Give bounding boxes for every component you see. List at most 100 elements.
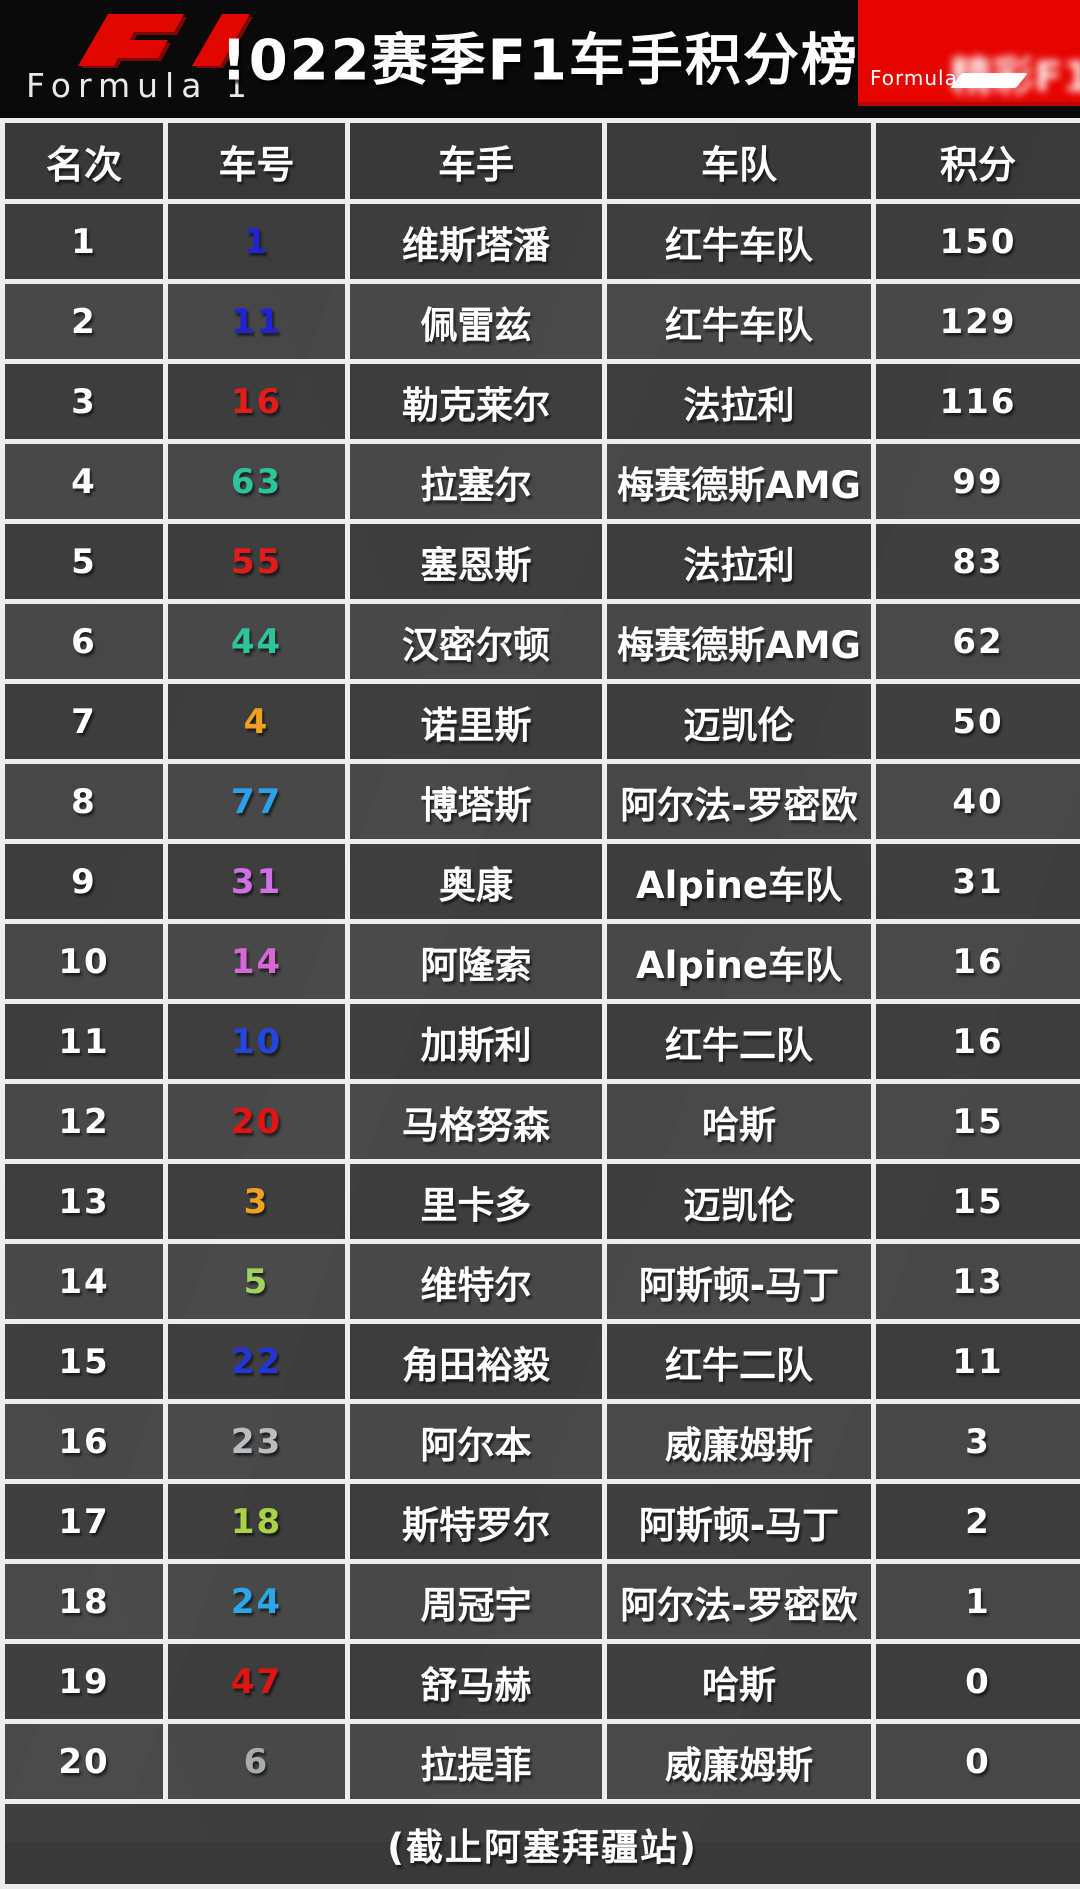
team-cell: 迈凯伦 [605, 1162, 874, 1242]
points-cell: 2 [874, 1482, 1080, 1562]
team-cell: 梅赛德斯AMG [605, 442, 874, 522]
sponsor-blurred-text: 精彩F1 [950, 43, 1080, 104]
driver-cell: 维特尔 [348, 1242, 605, 1322]
driver-cell: 角田裕毅 [348, 1322, 605, 1402]
rank-cell: 19 [3, 1642, 166, 1722]
team-cell: 梅赛德斯AMG [605, 602, 874, 682]
footnote-row: (截止阿塞拜疆站) [3, 1802, 1080, 1887]
points-cell: 62 [874, 602, 1080, 682]
standings-poster: Formula 1 !022赛季F1车手积分榜 Formula 精彩F1 名次 … [0, 0, 1080, 1842]
rank-cell: 13 [3, 1162, 166, 1242]
car-number-cell: 44 [166, 602, 348, 682]
car-number-cell: 22 [166, 1322, 348, 1402]
rank-cell: 18 [3, 1562, 166, 1642]
driver-cell: 维斯塔潘 [348, 202, 605, 282]
rank-cell: 7 [3, 682, 166, 762]
team-cell: 红牛车队 [605, 282, 874, 362]
driver-cell: 汉密尔顿 [348, 602, 605, 682]
team-cell: 法拉利 [605, 522, 874, 602]
team-cell: 阿尔法-罗密欧 [605, 762, 874, 842]
points-cell: 0 [874, 1642, 1080, 1722]
rank-cell: 4 [3, 442, 166, 522]
car-number-cell: 10 [166, 1002, 348, 1082]
rank-cell: 6 [3, 602, 166, 682]
table-header-row: 名次 车号 车手 车队 积分 [3, 121, 1080, 202]
team-cell: 红牛二队 [605, 1002, 874, 1082]
car-number-cell: 24 [166, 1562, 348, 1642]
sponsor-wordmark: Formula [870, 66, 958, 90]
driver-cell: 佩雷兹 [348, 282, 605, 362]
car-number-cell: 20 [166, 1082, 348, 1162]
points-cell: 31 [874, 842, 1080, 922]
points-cell: 3 [874, 1402, 1080, 1482]
points-cell: 11 [874, 1322, 1080, 1402]
rank-cell: 11 [3, 1002, 166, 1082]
points-cell: 83 [874, 522, 1080, 602]
car-number-cell: 18 [166, 1482, 348, 1562]
driver-cell: 舒马赫 [348, 1642, 605, 1722]
driver-cell: 拉提菲 [348, 1722, 605, 1802]
points-cell: 116 [874, 362, 1080, 442]
driver-cell: 博塔斯 [348, 762, 605, 842]
footnote: (截止阿塞拜疆站) [3, 1802, 1080, 1887]
team-cell: 迈凯伦 [605, 682, 874, 762]
rank-cell: 3 [3, 362, 166, 442]
driver-cell: 里卡多 [348, 1162, 605, 1242]
rank-cell: 10 [3, 922, 166, 1002]
car-number-cell: 16 [166, 362, 348, 442]
driver-cell: 塞恩斯 [348, 522, 605, 602]
team-cell: 威廉姆斯 [605, 1402, 874, 1482]
car-number-cell: 4 [166, 682, 348, 762]
car-number-cell: 23 [166, 1402, 348, 1482]
driver-cell: 阿隆索 [348, 922, 605, 1002]
car-number-cell: 55 [166, 522, 348, 602]
team-cell: 阿斯顿-马丁 [605, 1482, 874, 1562]
team-cell: Alpine车队 [605, 922, 874, 1002]
rank-cell: 17 [3, 1482, 166, 1562]
driver-cell: 加斯利 [348, 1002, 605, 1082]
car-number-cell: 14 [166, 922, 348, 1002]
column-header-number: 车号 [166, 121, 348, 202]
team-cell: 红牛二队 [605, 1322, 874, 1402]
driver-cell: 阿尔本 [348, 1402, 605, 1482]
car-number-cell: 11 [166, 282, 348, 362]
team-cell: 哈斯 [605, 1642, 874, 1722]
driver-cell: 马格努森 [348, 1082, 605, 1162]
car-number-cell: 63 [166, 442, 348, 522]
points-cell: 99 [874, 442, 1080, 522]
points-cell: 15 [874, 1162, 1080, 1242]
rank-cell: 16 [3, 1402, 166, 1482]
rank-cell: 14 [3, 1242, 166, 1322]
column-header-points: 积分 [874, 121, 1080, 202]
points-cell: 16 [874, 1002, 1080, 1082]
car-number-cell: 1 [166, 202, 348, 282]
rank-cell: 20 [3, 1722, 166, 1802]
points-cell: 1 [874, 1562, 1080, 1642]
driver-cell: 周冠宇 [348, 1562, 605, 1642]
points-cell: 150 [874, 202, 1080, 282]
driver-cell: 诺里斯 [348, 682, 605, 762]
points-cell: 129 [874, 282, 1080, 362]
car-number-cell: 77 [166, 762, 348, 842]
rank-cell: 5 [3, 522, 166, 602]
rank-cell: 15 [3, 1322, 166, 1402]
driver-cell: 斯特罗尔 [348, 1482, 605, 1562]
points-cell: 16 [874, 922, 1080, 1002]
points-cell: 0 [874, 1722, 1080, 1802]
team-cell: 阿尔法-罗密欧 [605, 1562, 874, 1642]
